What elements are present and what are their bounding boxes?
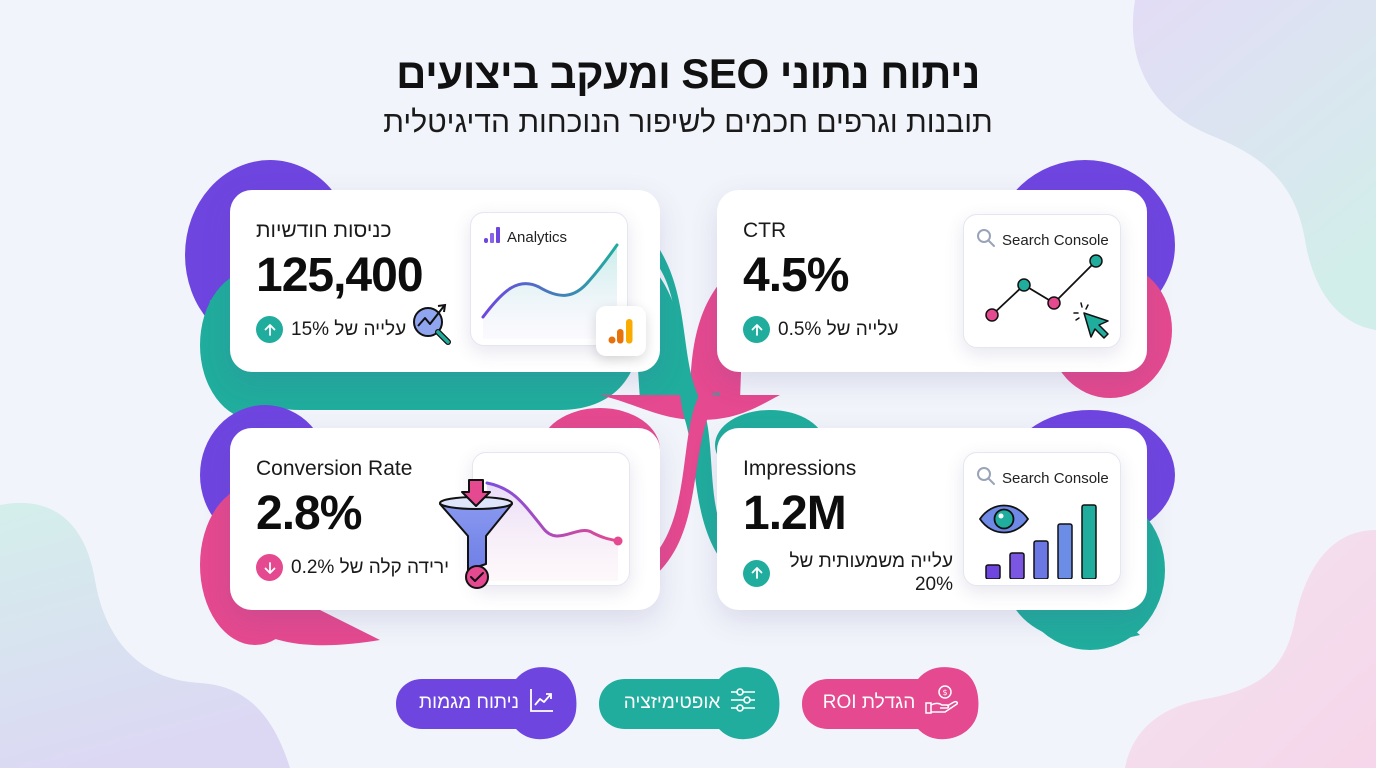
card-value: 125,400 [256, 249, 424, 302]
panel-title: Analytics [507, 229, 568, 246]
search-console-panel[interactable]: Search Console [963, 214, 1121, 348]
line-points-chart [985, 254, 1109, 339]
panel-title: Search Console [1002, 232, 1109, 249]
area-chart-down [485, 481, 623, 581]
search-icon [976, 466, 996, 491]
card-label: כניסות חודשיות [256, 219, 392, 242]
analytics-bars-icon [483, 226, 501, 249]
eye-icon [978, 504, 1030, 534]
bar-chart [978, 504, 1097, 579]
panel-title: Search Console [1002, 470, 1109, 487]
card-impressions[interactable]: Impressions 1.2M עלייה משמעותית של 20% S… [717, 428, 1147, 610]
card-value: 4.5% [743, 249, 849, 302]
change-indicator: עלייה משמעותית של 20% [743, 550, 953, 596]
card-label: Impressions [743, 457, 857, 480]
google-analytics-icon [596, 306, 646, 356]
pill-optimization[interactable]: אופטימיזציה [599, 665, 781, 741]
change-indicator: עלייה של 0.5% [743, 316, 953, 343]
page-subtitle: תובנות וגרפים חכמים לשיפור הנוכחות הדיגי… [383, 106, 993, 139]
search-growth-icon [408, 296, 458, 351]
card-label: CTR [743, 219, 787, 242]
card-ctr[interactable]: CTR 4.5% עלייה של 0.5% Search Console [717, 190, 1147, 372]
change-indicator: ירידה קלה של 0.2% [256, 554, 466, 581]
card-monthly-visits[interactable]: כניסות חודשיות 125,400 עלייה של 15% Anal… [230, 190, 660, 372]
change-text: ירידה קלה של 0.2% [291, 557, 450, 578]
pill-label: הגדלת ROI [822, 692, 916, 713]
cursor-click-icon [1073, 302, 1109, 339]
card-label: Conversion Rate [256, 457, 413, 480]
analytics-panel[interactable]: Analytics [470, 212, 628, 346]
pill-label: אופטימיזציה [623, 692, 721, 713]
card-value: 2.8% [256, 487, 362, 540]
card-conversion-rate[interactable]: Conversion Rate 2.8% ירידה קלה של 0.2% [230, 428, 660, 610]
change-text: עלייה של 0.5% [778, 319, 899, 340]
arrow-up-icon [743, 316, 770, 343]
change-text: עלייה של 15% [291, 319, 407, 340]
hand-coin-icon: $ [925, 685, 959, 721]
svg-text:$: $ [943, 688, 948, 697]
funnel-icon [436, 478, 516, 595]
card-value: 1.2M [743, 487, 847, 540]
trend-chart-icon [529, 687, 555, 719]
pill-roi[interactable]: $ הגדלת ROI [802, 665, 980, 741]
arrow-up-icon [743, 559, 770, 587]
search-console-panel[interactable]: Search Console [963, 452, 1121, 586]
pill-trend-analysis[interactable]: ניתוח מגמות [396, 665, 578, 741]
page-title: ניתוח נתוני SEO ומעקב ביצועים [396, 50, 980, 97]
header: ניתוח נתוני SEO ומעקב ביצועים תובנות וגר… [0, 48, 1376, 142]
change-indicator: עלייה של 15% [256, 316, 466, 343]
area-chart [481, 243, 619, 339]
pill-label: ניתוח מגמות [419, 692, 520, 713]
arrow-up-icon [256, 316, 283, 343]
search-icon [976, 228, 996, 253]
change-text: עלייה משמעותית של 20% [789, 551, 953, 595]
arrow-down-icon [256, 554, 283, 581]
sliders-icon [730, 687, 756, 719]
